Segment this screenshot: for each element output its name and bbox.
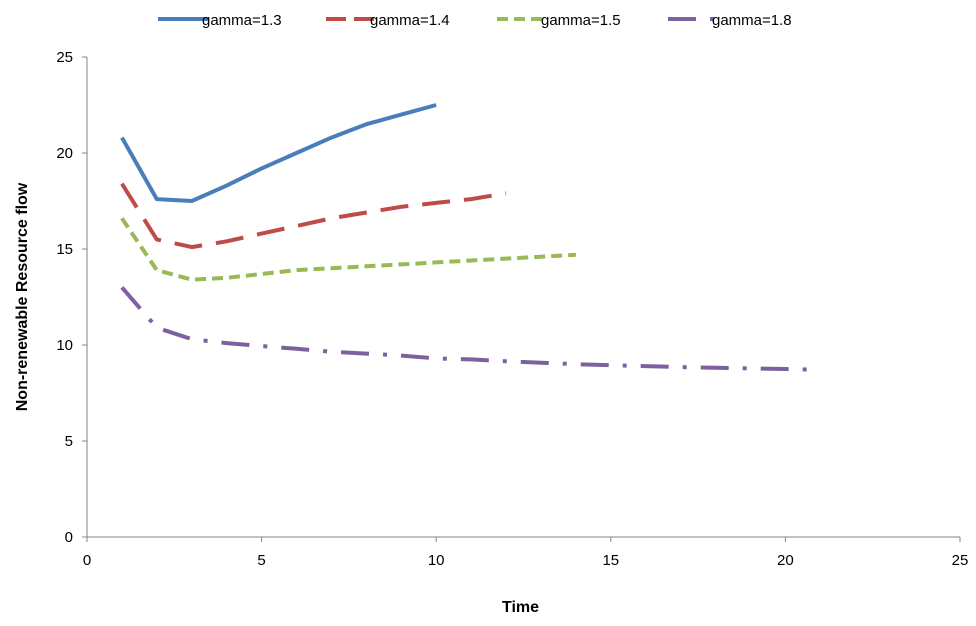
legend-label: gamma=1.8 xyxy=(712,12,792,29)
legend-label: gamma=1.4 xyxy=(370,12,450,29)
y-tick-label: 15 xyxy=(56,241,73,258)
x-axis-title: Time xyxy=(502,599,539,616)
series-line-gamma-1-5 xyxy=(120,217,577,282)
series-line-gamma-1-3 xyxy=(120,103,437,203)
series-line-gamma-1-8 xyxy=(120,286,810,372)
y-tick-label: 5 xyxy=(65,433,73,450)
x-tick-label: 20 xyxy=(777,552,794,569)
x-tick-label: 10 xyxy=(428,552,445,569)
y-tick-label: 20 xyxy=(56,145,73,162)
legend: gamma=1.3 gamma=1.4 gamma=1.5 gamma=1.8 xyxy=(158,12,792,29)
x-tick-label: 0 xyxy=(83,552,91,569)
series-group xyxy=(120,103,810,372)
y-tick-label: 25 xyxy=(56,49,73,66)
series-line-gamma-1-4 xyxy=(120,182,507,250)
x-tick-label: 25 xyxy=(952,552,969,569)
y-tick-label: 10 xyxy=(56,337,73,354)
x-tick-label: 15 xyxy=(602,552,619,569)
y-axis-title: Non-renewable Resource flow xyxy=(14,182,31,411)
y-axis-ticks: 0 5 10 15 20 25 xyxy=(56,49,87,546)
x-tick-label: 5 xyxy=(257,552,265,569)
plot-area: 0 5 10 15 20 25 0 5 10 15 20 25 xyxy=(56,49,968,569)
legend-label: gamma=1.3 xyxy=(202,12,282,29)
x-axis-ticks: 0 5 10 15 20 25 xyxy=(83,537,969,569)
y-tick-label: 0 xyxy=(65,529,73,546)
legend-label: gamma=1.5 xyxy=(541,12,621,29)
